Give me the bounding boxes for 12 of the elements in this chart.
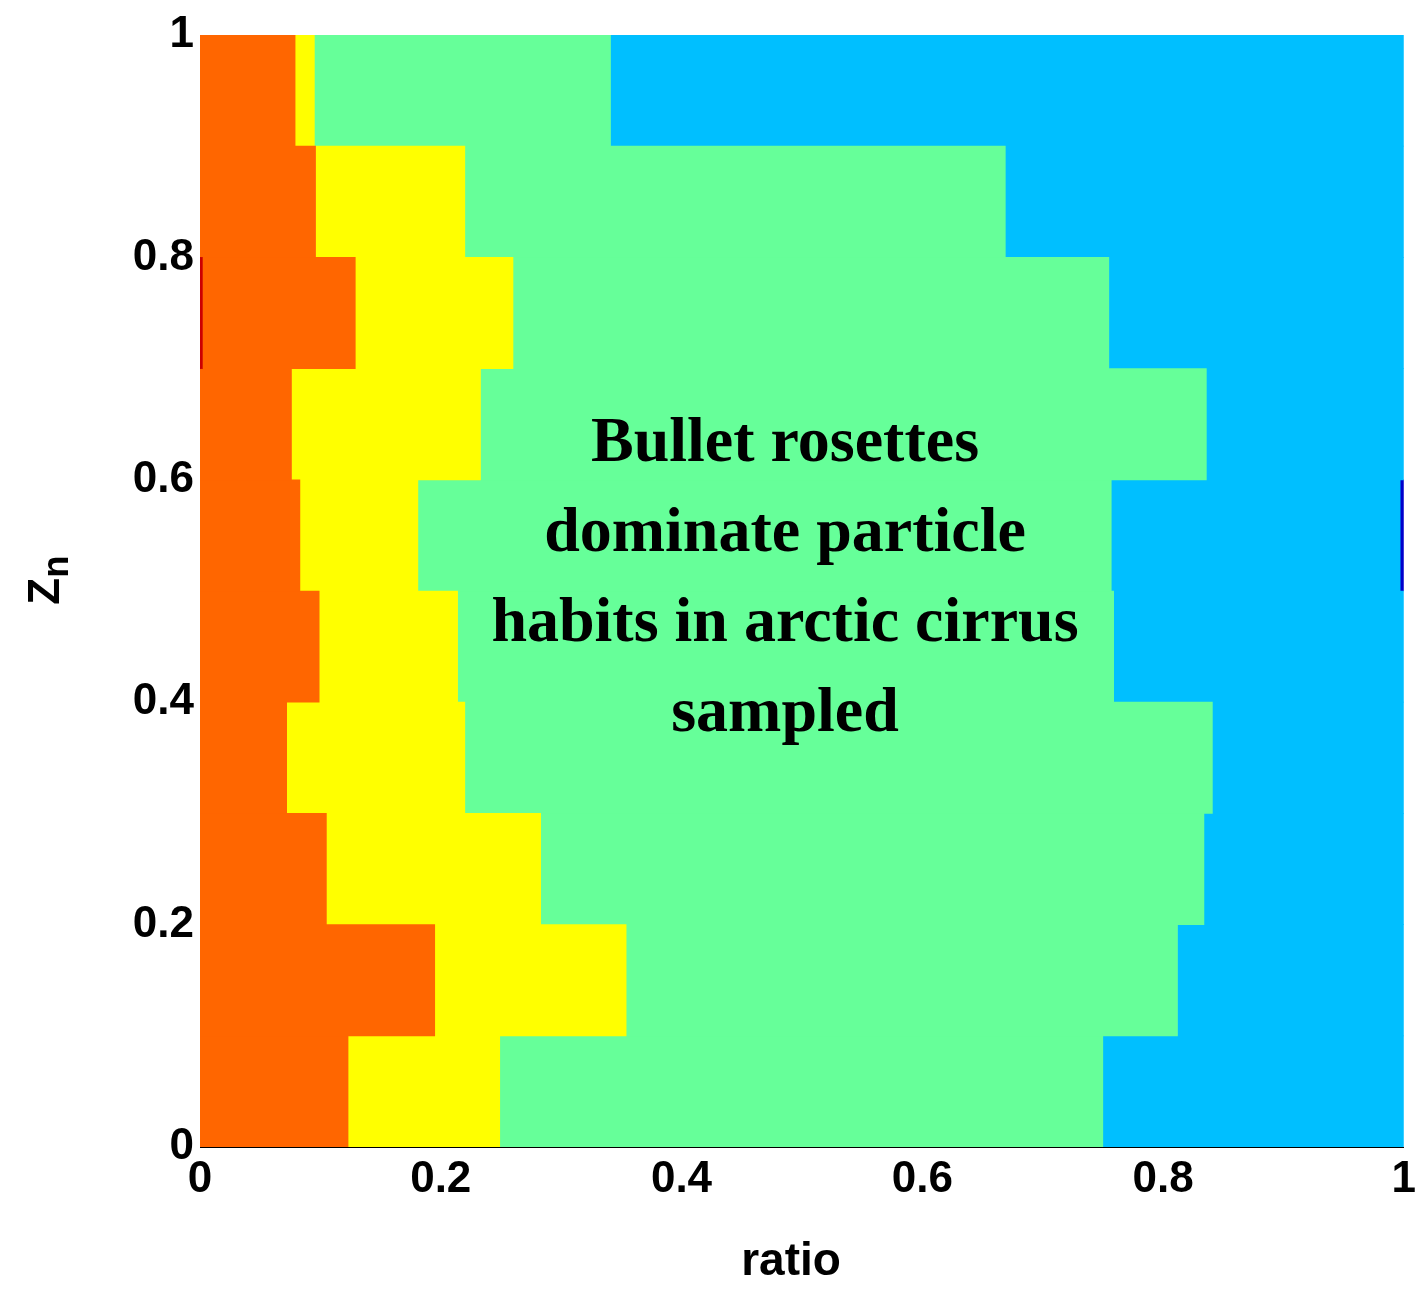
annotation: Bullet rosettes dominate particle habits in arctic cirrus sampled — [490, 403, 1080, 747]
y-tick-label: 0.4 — [132, 674, 195, 724]
x-tick-label: 1 — [1391, 1151, 1417, 1201]
x-tick-label: 0.6 — [891, 1151, 953, 1201]
x-tick-label: 0.4 — [650, 1151, 713, 1201]
y-tick-label: 0.6 — [132, 451, 194, 501]
y-tick-label: 0.8 — [132, 229, 194, 279]
y-tick-label: 0.2 — [132, 896, 194, 946]
x-axis-title: ratio — [740, 1232, 842, 1286]
x-tick-label: 0.2 — [410, 1151, 472, 1201]
y-tick-label: 1 — [169, 7, 194, 57]
x-tick-label: 0.8 — [1132, 1151, 1194, 1201]
